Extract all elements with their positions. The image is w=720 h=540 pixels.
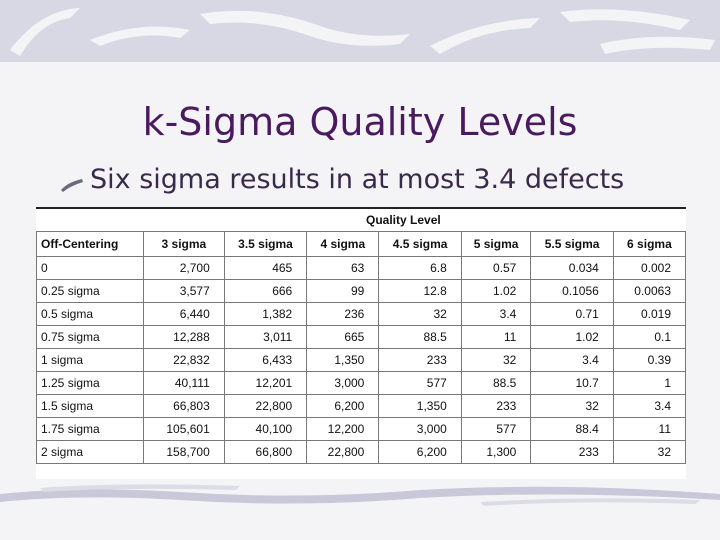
- table-row: 1.25 sigma 40,111 12,201 3,000 577 88.5 10.7 1: [36, 371, 687, 395]
- table-row: 1.5 sigma 66,803 22,800 6,200 1,350 233 32 3.4: [36, 394, 687, 418]
- table-row: 0.25 sigma 3,577 666 99 12.8 1.02 0.1056 0.0063: [36, 279, 687, 303]
- table-cell: 40,111: [143, 371, 225, 395]
- table-cell: 0.034: [530, 256, 614, 280]
- table-cell: 32: [460, 348, 532, 372]
- table-cell: 6,440: [143, 302, 225, 326]
- table-row: 0.5 sigma 6,440 1,382 236 32 3.4 0.71 0.019: [36, 302, 687, 326]
- brush-bullet-icon: [61, 179, 83, 192]
- table-cell: 0.019: [612, 302, 687, 326]
- table-cell: 3,000: [306, 371, 380, 395]
- table-cell: 32: [530, 394, 614, 418]
- column-header: 4 sigma: [306, 231, 380, 257]
- column-header: 3 sigma: [143, 231, 225, 257]
- table-cell: 12,288: [143, 325, 225, 349]
- table-cell: 1.02: [530, 325, 614, 349]
- row-label-cell: 2 sigma: [36, 440, 144, 464]
- table-cell: 22,800: [223, 394, 308, 418]
- table-cell: 233: [530, 440, 614, 464]
- table-cell: 22,800: [306, 440, 380, 464]
- row-label-cell: 0.25 sigma: [36, 279, 144, 303]
- table-cell: 577: [460, 417, 532, 441]
- table-cell: 0.1: [612, 325, 687, 349]
- column-header: 3.5 sigma: [223, 231, 308, 257]
- table-cell: 105,601: [143, 417, 225, 441]
- table-cell: 40,100: [223, 417, 308, 441]
- table-cell: 1,350: [378, 394, 462, 418]
- table-cell: 6,200: [378, 440, 462, 464]
- table-cell: 88.4: [530, 417, 614, 441]
- table-cell: 0.002: [612, 256, 687, 280]
- bullet-text: Six sigma results in at most 3.4 defects: [90, 164, 625, 195]
- row-label-cell: 0.5 sigma: [36, 302, 144, 326]
- table-cell: 3,577: [143, 279, 225, 303]
- table-body: 0 2,700 465 63 6.8 0.57 0.034 0.002 0.25 sigma 3,…: [36, 256, 687, 464]
- table-header-row: Off-Centering 3 sigma 3.5 sigma 4 sigma …: [36, 231, 687, 257]
- table-cell: 0.57: [460, 256, 532, 280]
- table-row: 2 sigma 158,700 66,800 22,800 6,200 1,300 233 3…: [36, 440, 687, 464]
- table-cell: 236: [306, 302, 380, 326]
- slide-title: k-Sigma Quality Levels: [142, 100, 578, 144]
- table-row: 0.75 sigma 12,288 3,011 665 88.5 11 1.02 0.1: [36, 325, 687, 349]
- table-cell: 665: [306, 325, 380, 349]
- table-cell: 63: [306, 256, 380, 280]
- table-cell: 11: [460, 325, 532, 349]
- table-cell: 6,200: [306, 394, 380, 418]
- table-cell: 3.4: [460, 302, 532, 326]
- table-cell: 88.5: [460, 371, 532, 395]
- table-row: 1.75 sigma 105,601 40,100 12,200 3,000 577 88.…: [36, 417, 687, 441]
- table-cell: 12.8: [378, 279, 462, 303]
- top-swirl-decoration: [0, 0, 720, 62]
- table-group-header: Quality Level: [366, 213, 441, 227]
- table-cell: 88.5: [378, 325, 462, 349]
- table-cell: 99: [306, 279, 380, 303]
- row-label-cell: 1.5 sigma: [36, 394, 144, 418]
- table-cell: 32: [612, 440, 687, 464]
- table-cell: 11: [612, 417, 687, 441]
- row-label-cell: 1.25 sigma: [36, 371, 144, 395]
- table-cell: 1,350: [306, 348, 380, 372]
- table-cell: 22,832: [143, 348, 225, 372]
- table-cell: 66,800: [223, 440, 308, 464]
- table-cell: 1.02: [460, 279, 532, 303]
- table-cell: 0.0063: [612, 279, 687, 303]
- table-cell: 0.1056: [530, 279, 614, 303]
- table-cell: 6,433: [223, 348, 308, 372]
- table-cell: 1: [612, 371, 687, 395]
- table-cell: 10.7: [530, 371, 614, 395]
- table-cell: 1,300: [460, 440, 532, 464]
- table-cell: 66,803: [143, 394, 225, 418]
- table-cell: 465: [223, 256, 308, 280]
- row-label-cell: 1 sigma: [36, 348, 144, 372]
- column-header: Off-Centering: [36, 231, 144, 257]
- table-cell: 32: [378, 302, 462, 326]
- table-cell: 3.4: [612, 394, 687, 418]
- table-cell: 233: [460, 394, 532, 418]
- row-label-cell: 0: [36, 256, 144, 280]
- table-cell: 3,000: [378, 417, 462, 441]
- table-cell: 3,011: [223, 325, 308, 349]
- table-cell: 0.71: [530, 302, 614, 326]
- column-header: 5.5 sigma: [530, 231, 614, 257]
- quality-level-table: Quality Level Off-Centering 3 sigma 3.5 …: [36, 207, 687, 479]
- table-row: 1 sigma 22,832 6,433 1,350 233 32 3.4 0.39: [36, 348, 687, 372]
- table-cell: 233: [378, 348, 462, 372]
- column-header: 5 sigma: [460, 231, 532, 257]
- table-cell: 2,700: [143, 256, 225, 280]
- table-cell: 577: [378, 371, 462, 395]
- row-label-cell: 1.75 sigma: [36, 417, 144, 441]
- table-cell: 3.4: [530, 348, 614, 372]
- row-label-cell: 0.75 sigma: [36, 325, 144, 349]
- table-cell: 6.8: [378, 256, 462, 280]
- table-cell: 12,200: [306, 417, 380, 441]
- column-header: 4.5 sigma: [378, 231, 462, 257]
- table-cell: 666: [223, 279, 308, 303]
- table-cell: 0.39: [612, 348, 687, 372]
- column-header: 6 sigma: [612, 231, 687, 257]
- table-cell: 1,382: [223, 302, 308, 326]
- table-cell: 12,201: [223, 371, 308, 395]
- bottom-swirl-decoration: [0, 484, 720, 506]
- table-row: 0 2,700 465 63 6.8 0.57 0.034 0.002: [36, 256, 687, 280]
- table-cell: 158,700: [143, 440, 225, 464]
- data-table: Off-Centering 3 sigma 3.5 sigma 4 sigma …: [36, 231, 687, 464]
